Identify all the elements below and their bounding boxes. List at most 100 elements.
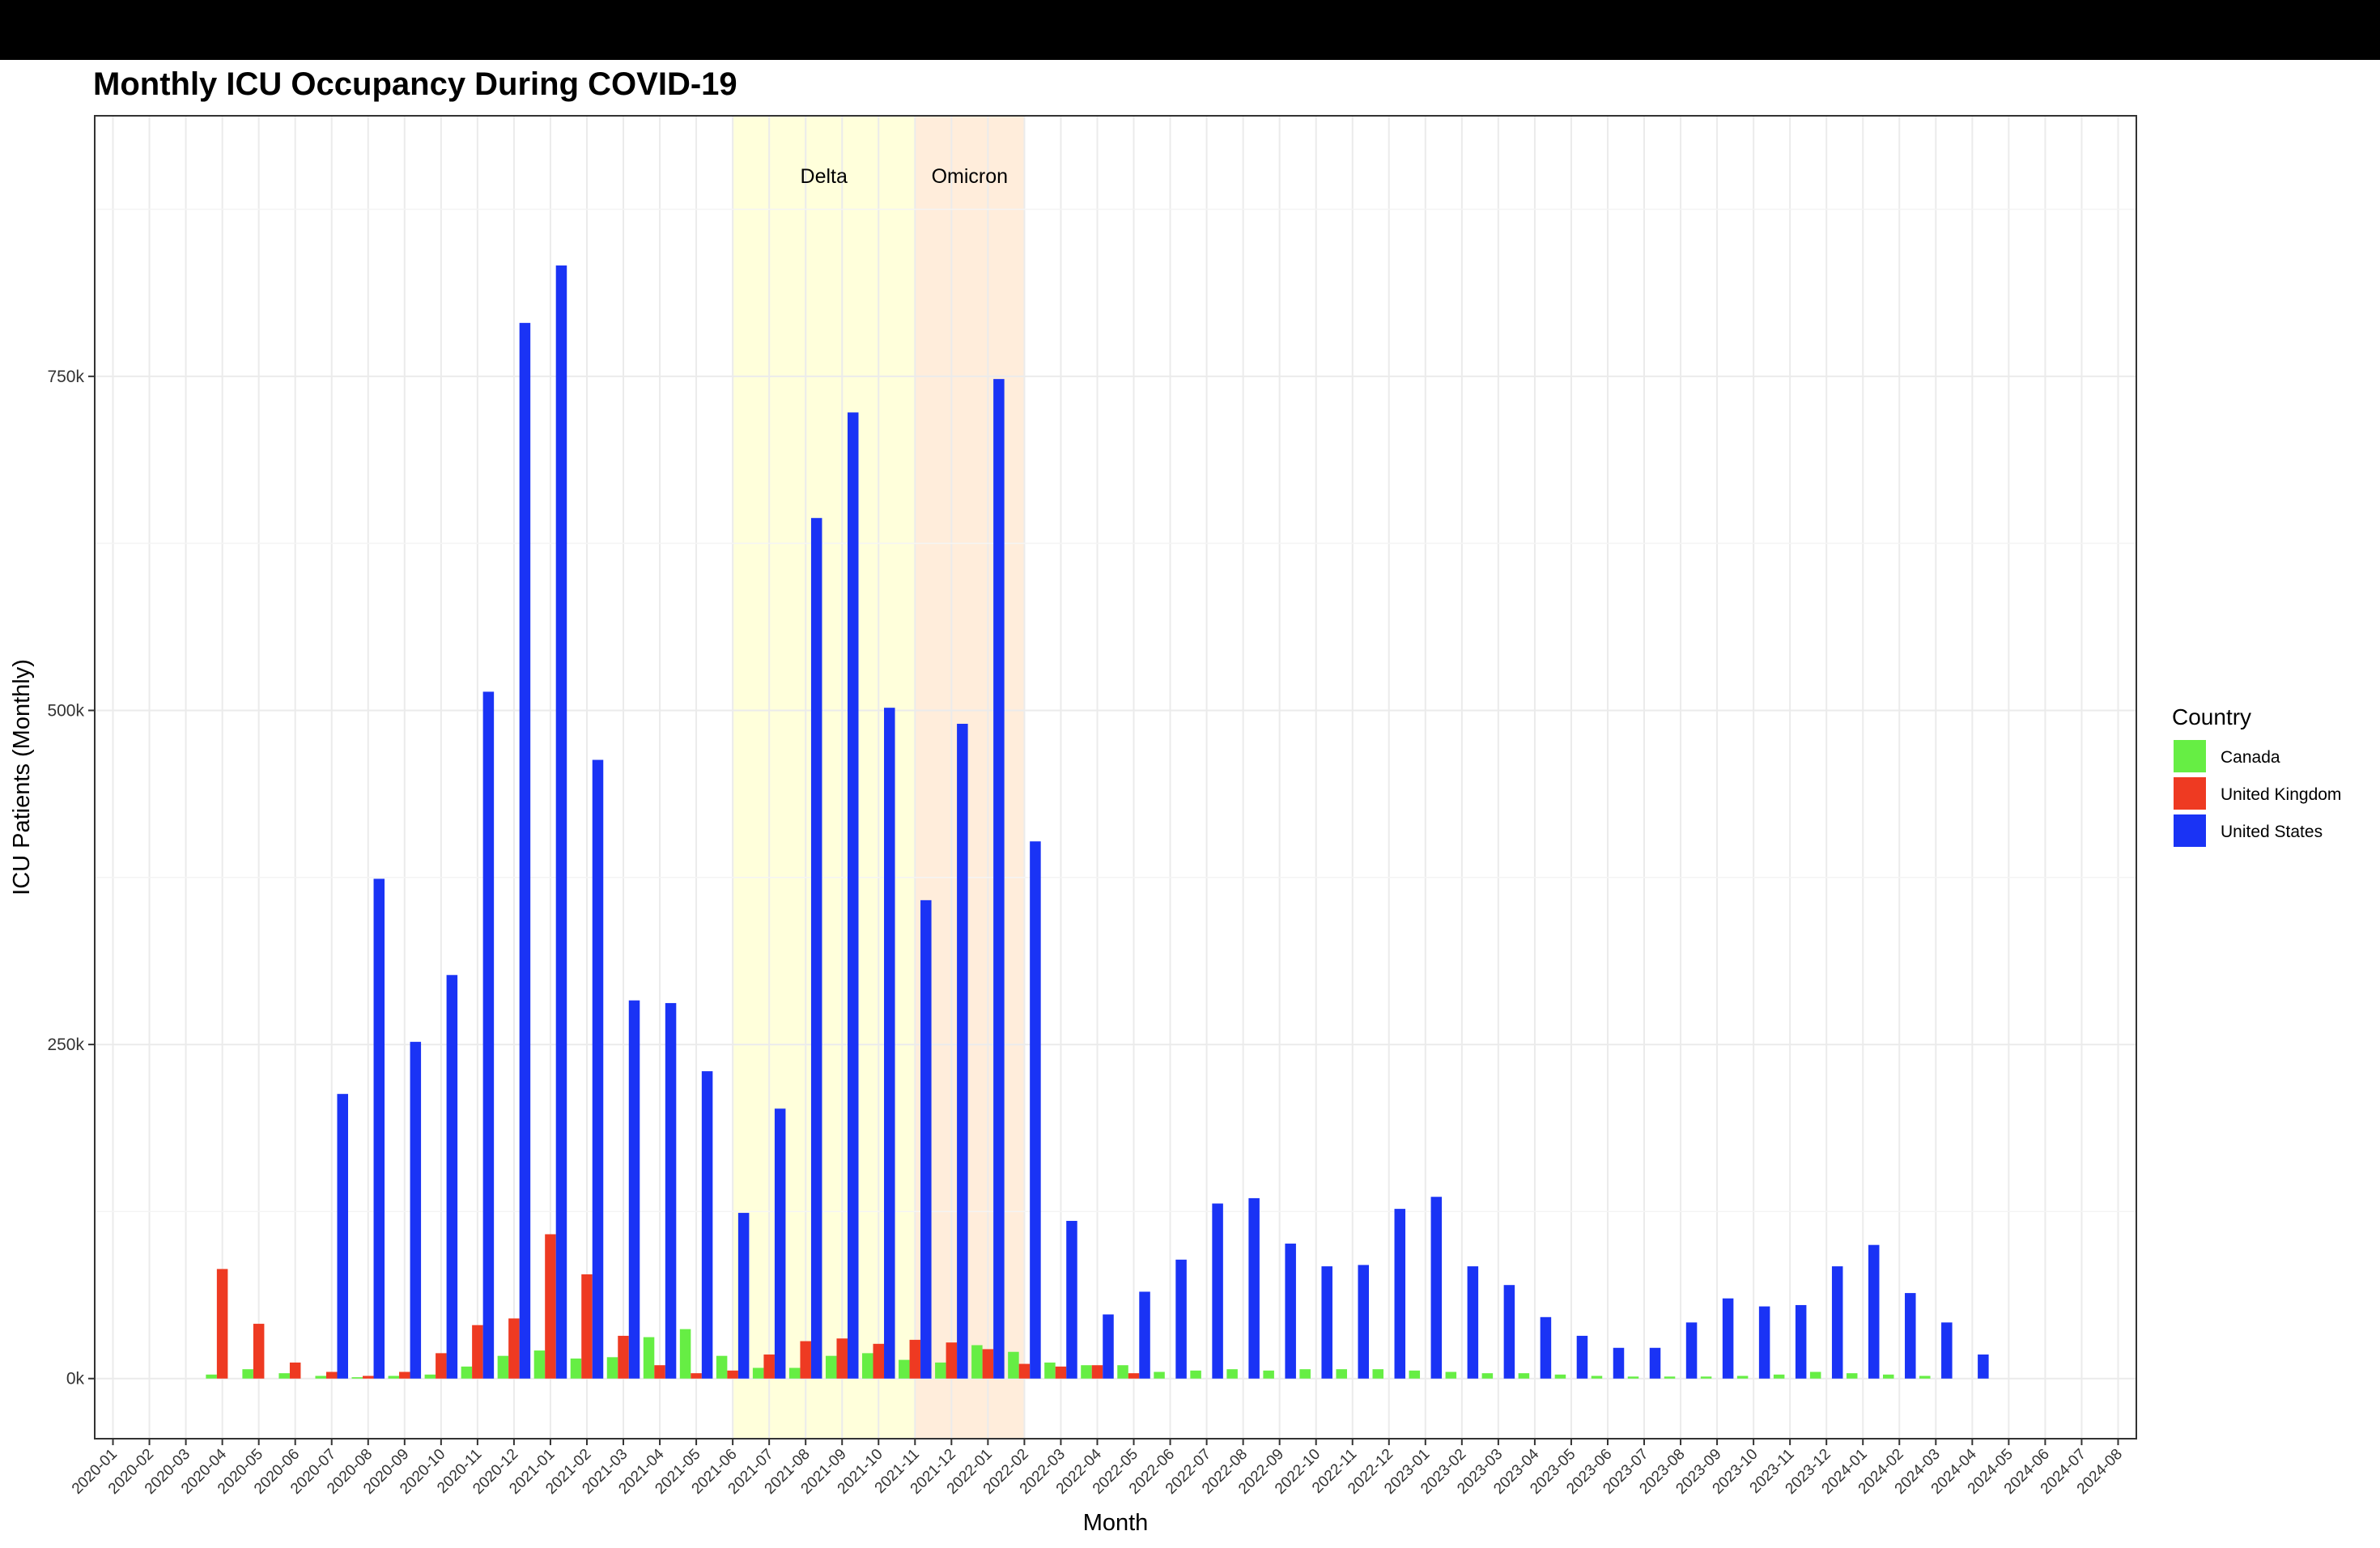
bar-canada-2022-05 [1117, 1365, 1128, 1379]
bar-united-states-2023-10 [1758, 1306, 1770, 1379]
bar-united-states-2021-03 [628, 1000, 640, 1379]
bar-canada-2021-07 [752, 1367, 764, 1379]
y-axis-title: ICU Patients (Monthly) [9, 659, 35, 895]
bar-canada-2022-04 [1081, 1365, 1092, 1379]
bar-united-kingdom-2020-09 [399, 1372, 410, 1379]
bar-canada-2023-10 [1736, 1376, 1749, 1379]
bar-united-states-2021-10 [884, 708, 895, 1379]
legend-key-united-kingdom [2174, 777, 2206, 810]
band-omicron [915, 116, 1025, 1439]
bar-canada-2024-01 [1846, 1373, 1858, 1379]
bar-canada-2022-11 [1336, 1369, 1347, 1379]
bar-canada-2023-06 [1591, 1376, 1603, 1379]
bar-united-states-2022-11 [1358, 1265, 1369, 1379]
band-label-delta: Delta [801, 165, 848, 188]
bar-canada-2024-02 [1883, 1374, 1894, 1379]
y-tick-label: 0k [66, 1370, 85, 1389]
bar-united-states-2020-10 [446, 975, 458, 1379]
bar-canada-2023-11 [1773, 1374, 1785, 1379]
bar-canada-2022-07 [1190, 1370, 1201, 1379]
bar-united-states-2023-04 [1540, 1316, 1552, 1379]
legend-label-united-states: United States [2221, 823, 2323, 841]
bar-united-states-2021-08 [810, 517, 822, 1379]
bar-united-kingdom-2022-02 [1018, 1363, 1031, 1379]
bar-united-kingdom-2021-08 [800, 1341, 811, 1379]
bar-canada-2021-01 [533, 1350, 546, 1379]
bar-canada-2023-04 [1518, 1373, 1530, 1379]
y-tick-label: 250k [47, 1036, 84, 1054]
bar-canada-2020-10 [424, 1374, 436, 1379]
bar-canada-2021-09 [825, 1355, 837, 1379]
bar-united-states-2023-06 [1613, 1347, 1625, 1379]
bar-united-kingdom-2021-11 [909, 1339, 921, 1379]
top-black-bar [0, 0, 2380, 60]
chart-title: Monthly ICU Occupancy During COVID-19 [93, 66, 737, 102]
bar-canada-2020-07 [315, 1376, 326, 1379]
bar-united-kingdom-2021-07 [763, 1354, 775, 1379]
bar-united-kingdom-2020-04 [216, 1269, 228, 1379]
bar-united-kingdom-2021-09 [836, 1338, 848, 1379]
bar-canada-2021-04 [643, 1337, 655, 1379]
bar-united-states-2023-09 [1722, 1298, 1734, 1379]
bar-canada-2022-08 [1226, 1369, 1238, 1379]
bar-canada-2022-12 [1372, 1369, 1384, 1379]
plot-panel-border [94, 115, 2137, 1440]
bar-united-states-2022-12 [1394, 1209, 1406, 1379]
x-axis: 2020-012020-022020-032020-042020-052020-… [69, 1439, 2126, 1498]
bar-canada-2021-05 [679, 1329, 691, 1379]
bar-canada-2023-05 [1554, 1374, 1566, 1379]
bar-canada-2021-11 [899, 1359, 910, 1379]
bar-canada-2023-07 [1627, 1376, 1639, 1379]
bar-united-kingdom-2021-05 [691, 1373, 702, 1379]
bar-united-states-2023-11 [1795, 1304, 1807, 1379]
bar-canada-2021-10 [862, 1353, 873, 1379]
bar-canada-2023-12 [1809, 1372, 1821, 1379]
legend-key-united-states [2174, 814, 2206, 847]
bar-united-states-2021-06 [737, 1213, 750, 1379]
bar-canada-2023-09 [1700, 1376, 1712, 1379]
y-tick-label: 750k [47, 368, 84, 386]
bar-united-kingdom-2020-08 [363, 1376, 374, 1379]
variant-labels: Delta Omicron [801, 165, 1009, 188]
bar-united-states-2023-02 [1467, 1266, 1479, 1379]
bar-canada-2021-03 [606, 1357, 618, 1379]
bar-united-states-2021-02 [592, 759, 604, 1379]
bar-united-states-2023-01 [1430, 1197, 1443, 1379]
bar-united-states-2024-04 [1978, 1354, 1989, 1379]
bar-united-states-2023-07 [1649, 1347, 1661, 1379]
bar-canada-2022-02 [1008, 1351, 1019, 1379]
y-tick-label: 500k [47, 701, 84, 720]
grid-lines [95, 116, 2136, 1439]
x-axis-title: Month [1083, 1510, 1149, 1536]
bar-united-states-2022-02 [1030, 841, 1041, 1379]
bar-united-states-2021-01 [555, 265, 567, 1379]
bar-united-kingdom-2022-01 [982, 1349, 994, 1379]
bar-canada-2020-11 [461, 1366, 473, 1379]
bar-united-kingdom-2020-07 [325, 1372, 338, 1379]
bar-united-states-2022-01 [993, 379, 1005, 1379]
bars [206, 265, 1989, 1379]
bar-united-kingdom-2021-04 [654, 1365, 665, 1379]
legend: Country Canada United Kingdom United State… [2172, 704, 2341, 847]
bar-united-kingdom-2020-11 [472, 1325, 483, 1379]
legend-key-canada [2174, 740, 2206, 772]
bar-united-states-2020-07 [337, 1094, 348, 1379]
bar-canada-2022-09 [1263, 1370, 1274, 1379]
bar-united-states-2024-02 [1905, 1293, 1916, 1379]
bar-united-states-2022-09 [1285, 1244, 1296, 1379]
bar-canada-2020-08 [351, 1377, 363, 1379]
band-label-omicron: Omicron [932, 165, 1008, 188]
bar-canada-2023-01 [1409, 1370, 1421, 1379]
bar-united-kingdom-2021-02 [581, 1274, 593, 1379]
bar-canada-2020-09 [388, 1376, 400, 1379]
bar-canada-2023-08 [1664, 1376, 1676, 1379]
bar-united-states-2022-05 [1139, 1291, 1150, 1379]
bar-united-states-2022-06 [1175, 1259, 1187, 1379]
bar-united-states-2021-05 [701, 1071, 713, 1379]
bar-canada-2024-03 [1919, 1376, 1931, 1379]
y-axis: 0k 250k 500k 750k [47, 368, 95, 1389]
bar-canada-2022-06 [1154, 1372, 1165, 1379]
bar-united-states-2022-08 [1248, 1197, 1260, 1379]
legend-title: Country [2172, 704, 2251, 729]
